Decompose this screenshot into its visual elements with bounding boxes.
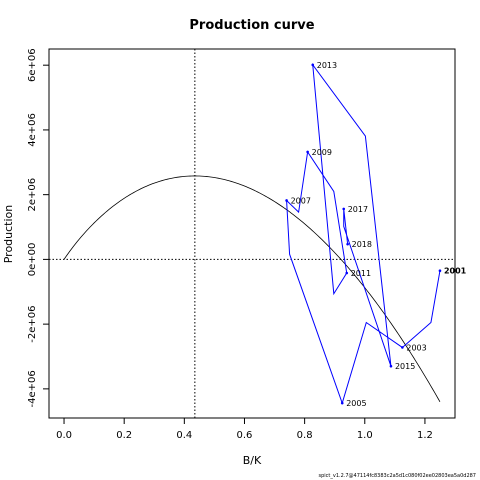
x-tick-label: 0.8: [297, 430, 313, 441]
trajectory-point: [345, 271, 349, 275]
trajectory-line: [286, 63, 441, 405]
reference-lines: [49, 49, 455, 418]
y-tick-label: 6e+06: [27, 48, 38, 82]
trajectory-layer: 2001 2003 2005 2007 2009 2011 2013 2015 2017 2018: [285, 61, 467, 408]
trajectory-point: [438, 269, 442, 273]
x-tick-label: 0.4: [176, 430, 192, 441]
year-label: 2013: [317, 61, 337, 70]
year-label: 2009: [312, 148, 332, 157]
year-label: 2005: [346, 399, 366, 408]
trajectory-point: [285, 199, 288, 202]
y-tick-label: 2e+06: [27, 178, 38, 212]
trajectory-point: [401, 346, 404, 349]
year-label: 2001: [444, 267, 467, 276]
year-label: 2015: [395, 362, 415, 371]
curve-layer: [63, 175, 441, 403]
year-label: 2007: [291, 196, 311, 205]
plot-box: [48, 48, 456, 419]
trajectory-point: [306, 150, 309, 154]
production-curve: [63, 175, 441, 403]
y-axis-label: Production: [2, 205, 15, 264]
chart-title: Production curve: [189, 18, 314, 33]
year-label: 2011: [351, 269, 371, 278]
y-tick-label: -4e+06: [27, 370, 38, 407]
x-tick-label: 0.2: [116, 430, 132, 441]
x-axis-label: B/K: [243, 454, 262, 467]
y-tick-label: 4e+06: [27, 113, 38, 147]
y-axis: -4e+06 -2e+06 0e+00 2e+06 4e+06 6e+06: [27, 48, 49, 407]
x-tick-label: 0.6: [237, 430, 253, 441]
trajectory-point: [346, 242, 349, 246]
footer-version: spict_v1.2.7@47114fc8383c2a5d1c080f02ee0…: [319, 473, 477, 479]
x-tick-label: 1.2: [417, 430, 433, 441]
year-label: 2018: [352, 240, 372, 249]
x-tick-label: 0.0: [56, 430, 72, 441]
x-axis: 0.0 0.2 0.4 0.6 0.8 1.0 1.2: [56, 418, 433, 441]
year-label: 2003: [406, 343, 426, 352]
y-tick-label: 0e+00: [27, 243, 38, 277]
trajectory-point: [311, 63, 315, 67]
y-tick-label: -2e+06: [27, 306, 38, 343]
trajectory-point: [342, 207, 346, 211]
trajectory-point: [389, 364, 393, 368]
year-label: 2017: [348, 205, 368, 214]
trajectory-point: [340, 401, 344, 405]
x-tick-label: 1.0: [357, 430, 373, 441]
